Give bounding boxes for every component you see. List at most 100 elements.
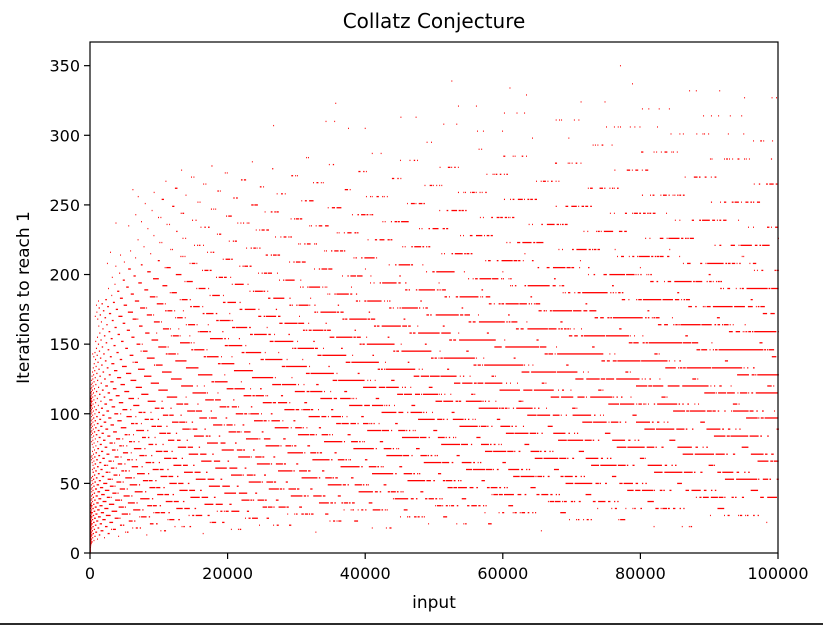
data-point — [669, 489, 672, 492]
data-point — [394, 498, 409, 500]
data-point — [351, 441, 358, 443]
data-point — [735, 496, 737, 499]
data-point — [691, 219, 694, 221]
data-point — [356, 275, 363, 277]
data-point — [127, 502, 135, 504]
data-point — [528, 223, 530, 226]
data-point — [367, 429, 382, 432]
data-point — [220, 510, 223, 512]
data-point — [536, 432, 539, 434]
data-point — [685, 489, 690, 492]
data-point — [280, 395, 284, 397]
data-point — [213, 460, 221, 462]
data-point — [681, 298, 683, 301]
data-point — [221, 449, 234, 451]
data-point — [685, 237, 687, 240]
data-point — [95, 304, 97, 306]
data-point — [246, 510, 250, 512]
data-point — [202, 269, 203, 272]
data-point — [535, 475, 537, 478]
data-point — [606, 360, 610, 362]
data-point — [96, 422, 99, 425]
x-tick-label: 40000 — [340, 564, 391, 583]
data-point — [90, 537, 92, 539]
data-point — [443, 516, 448, 518]
data-point — [189, 525, 192, 528]
data-point — [641, 482, 644, 485]
data-point — [222, 331, 224, 333]
data-point — [95, 340, 97, 343]
data-point — [91, 477, 92, 479]
data-point — [217, 190, 219, 192]
data-point — [571, 162, 573, 164]
data-point — [367, 318, 371, 320]
data-point — [98, 307, 100, 309]
data-point — [128, 470, 130, 472]
data-point — [405, 282, 407, 284]
data-point — [172, 248, 173, 251]
data-point — [750, 453, 764, 455]
data-point — [368, 311, 371, 313]
data-point — [327, 415, 329, 418]
data-point — [264, 499, 267, 501]
data-point — [744, 324, 746, 326]
data-point — [97, 447, 100, 450]
data-point — [155, 480, 157, 482]
data-point — [256, 463, 270, 465]
data-point — [120, 456, 122, 458]
data-point — [563, 500, 567, 503]
data-point — [459, 425, 478, 427]
data-point — [659, 378, 661, 380]
data-point — [250, 406, 253, 408]
data-point — [208, 435, 211, 437]
data-point — [162, 443, 164, 446]
data-point — [153, 321, 160, 323]
data-point — [107, 478, 112, 480]
data-point — [383, 195, 385, 198]
data-point — [123, 261, 125, 263]
data-point — [310, 297, 312, 299]
data-point — [478, 505, 481, 507]
data-point — [357, 232, 359, 234]
data-point — [138, 282, 142, 284]
data-point — [250, 247, 252, 249]
data-point — [177, 475, 179, 478]
data-point — [558, 493, 560, 496]
data-point — [343, 250, 346, 252]
data-point — [212, 251, 215, 253]
data-point — [177, 317, 183, 319]
data-point — [198, 287, 206, 290]
data-point — [272, 168, 274, 170]
data-point — [379, 282, 381, 284]
data-point — [457, 480, 460, 482]
data-point — [252, 395, 255, 397]
data-point — [614, 500, 616, 503]
data-point — [94, 420, 97, 422]
data-point — [99, 523, 102, 525]
data-point — [166, 223, 168, 226]
data-point — [92, 367, 94, 369]
data-point — [259, 186, 262, 188]
data-point — [578, 450, 585, 453]
data-point — [417, 325, 419, 327]
data-point — [273, 456, 276, 458]
data-point — [125, 477, 133, 479]
data-point — [710, 489, 713, 492]
data-point — [642, 342, 645, 344]
data-point — [737, 158, 740, 160]
data-point — [741, 255, 743, 258]
data-point — [671, 151, 673, 153]
data-point — [555, 119, 557, 121]
data-point — [486, 234, 490, 237]
data-point — [537, 475, 543, 478]
data-point — [370, 195, 371, 198]
data-point — [438, 282, 440, 284]
data-point — [91, 498, 93, 500]
data-point — [349, 318, 367, 320]
data-point — [140, 422, 142, 425]
data-point — [335, 477, 338, 479]
data-point — [145, 491, 147, 493]
data-point — [419, 436, 427, 439]
data-point — [545, 310, 547, 312]
data-point — [218, 435, 221, 437]
